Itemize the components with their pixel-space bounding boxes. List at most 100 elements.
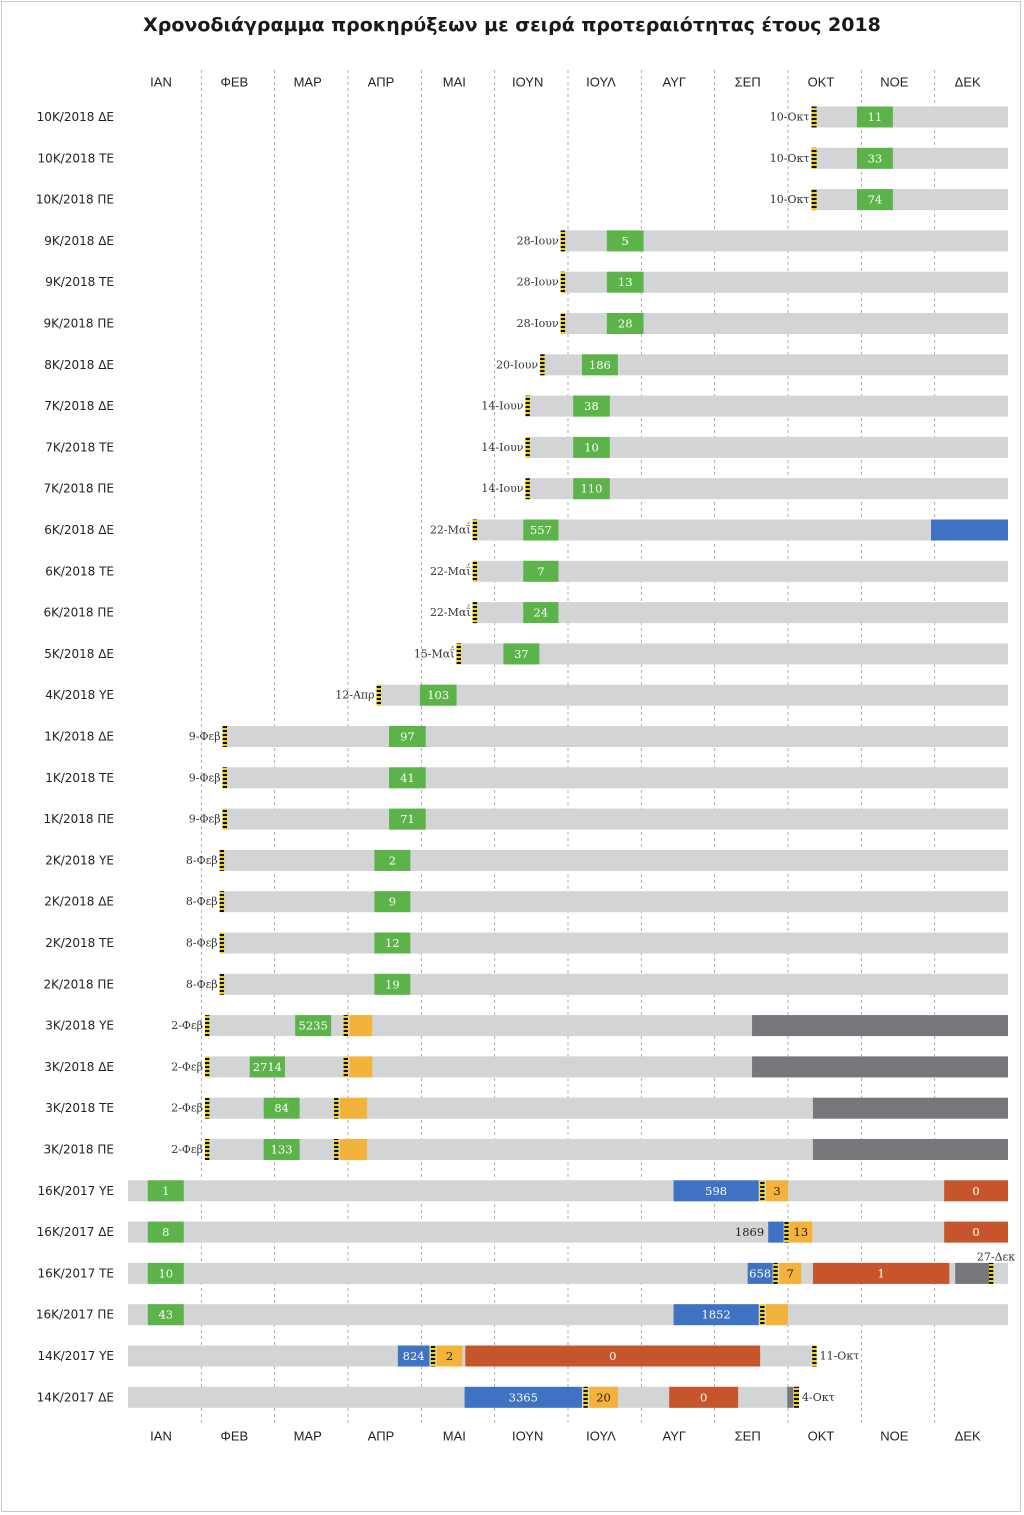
segment-gray — [752, 1056, 1008, 1078]
date-marker — [219, 932, 225, 954]
segment-green — [263, 1097, 300, 1119]
row-label: 2Κ/2018 ΥΕ — [45, 853, 114, 867]
date-marker — [222, 767, 227, 789]
segment-value-label: 28 — [618, 317, 633, 331]
date-marker — [343, 1015, 348, 1037]
month-label-top: ΣΕΠ — [735, 75, 761, 90]
month-label-bottom: ΑΥΓ — [663, 1429, 687, 1444]
timeline-bar — [219, 973, 1008, 995]
start-date-label: 14-Ιουν — [481, 441, 523, 454]
row-label: 2Κ/2018 ΔΕ — [44, 895, 114, 909]
segment-green — [856, 189, 893, 211]
start-date-label: 22-Μαΐ — [430, 563, 471, 578]
segment-value-label: 0 — [972, 1225, 979, 1239]
segment-green — [249, 1056, 285, 1078]
row-label: 7Κ/2018 ΔΕ — [44, 399, 114, 413]
start-date-label: 8-Φεβ — [186, 937, 218, 950]
segment-value-label: 824 — [403, 1349, 425, 1363]
date-marker — [376, 684, 381, 706]
segment-green — [523, 519, 559, 541]
gantt-row: 3Κ/2018 ΥΕ 2-Φεβ 5235 — [45, 1015, 1008, 1037]
gantt-row: 2Κ/2018 ΠΕ 8-Φεβ 19 — [43, 973, 1008, 995]
segment-blue — [747, 1262, 773, 1284]
month-label-top: ΑΠΡ — [368, 75, 395, 90]
segment-orange — [339, 1097, 368, 1119]
segment-green — [263, 1139, 300, 1160]
segment-value-label: 24 — [534, 606, 549, 620]
gantt-row: 6Κ/2018 ΠΕ 22-Μαΐ 24 — [43, 602, 1009, 624]
month-axis-bottom: ΙΑΝ ΦΕΒ ΜΑΡ ΑΠΡ ΜΑΙ ΙΟΥΝ ΙΟΥΛ ΑΥΓ ΣΕΠ ΟΚΤ ΝΟΕ ΔΕΚ — [150, 1429, 981, 1444]
segment-value-label: 9 — [389, 895, 396, 909]
date-marker — [219, 973, 225, 995]
date-marker — [472, 602, 478, 624]
gantt-row: 3Κ/2018 ΤΕ 2-Φεβ 84 — [45, 1097, 1008, 1119]
start-date-label: 10-Οκτ — [770, 111, 810, 124]
row-label: 16Κ/2017 ΤΕ — [38, 1266, 114, 1280]
timeline-bar — [128, 1221, 1008, 1243]
row-label: 1Κ/2018 ΠΕ — [43, 812, 114, 826]
start-date-label: 14-Ιουν — [481, 482, 523, 495]
date-marker — [343, 1056, 348, 1078]
month-label-bottom: ΣΕΠ — [735, 1429, 761, 1444]
segment-blue — [673, 1180, 759, 1202]
row-label: 6Κ/2018 ΔΕ — [44, 523, 114, 537]
segment-orange — [779, 1262, 802, 1284]
start-date-label: 8-Φεβ — [186, 854, 218, 867]
row-label: 1Κ/2018 ΤΕ — [45, 771, 114, 785]
start-date-label: 9-Φεβ — [189, 730, 221, 743]
segment-value-label: 5 — [622, 234, 629, 248]
row-label: 10Κ/2018 ΔΕ — [37, 110, 114, 124]
segment-blue — [464, 1386, 582, 1408]
segment-value-label: 43 — [158, 1308, 173, 1322]
timeline-bar — [128, 1386, 799, 1408]
row-label: 3Κ/2018 ΤΕ — [45, 1101, 114, 1115]
segment-value-label: 3365 — [509, 1390, 538, 1404]
gantt-row: 7Κ/2018 ΠΕ 14-Ιουν 110 — [43, 478, 1008, 500]
segment-value-label: 37 — [514, 647, 529, 661]
segment-value-label: 10 — [584, 440, 599, 454]
segment-green — [606, 313, 644, 334]
start-date-label: 2-Φεβ — [171, 1019, 203, 1032]
segment-blue — [673, 1304, 759, 1326]
gantt-row: 7Κ/2018 ΔΕ 14-Ιουν 38 — [44, 395, 1008, 417]
date-marker — [988, 1262, 994, 1284]
date-marker — [219, 849, 225, 871]
date-marker — [334, 1139, 339, 1160]
segment-value-label: 0 — [609, 1349, 616, 1363]
row-label: 14Κ/2017 ΔΕ — [37, 1390, 114, 1404]
start-date-label: 15-Μαΐ — [414, 645, 455, 660]
timeline-bar — [128, 1304, 1008, 1326]
row-label: 7Κ/2018 ΠΕ — [43, 482, 114, 496]
date-marker — [472, 519, 478, 541]
start-date-label: 28-Ιουν — [517, 234, 559, 247]
segment-orange — [766, 1180, 788, 1202]
month-label-bottom: ΝΟΕ — [880, 1429, 909, 1444]
timeline-bar — [222, 767, 1009, 789]
date-marker — [784, 1221, 789, 1243]
segment-green — [573, 478, 610, 500]
date-marker — [525, 436, 530, 458]
month-axis-top: ΙΑΝ ΦΕΒ ΜΑΡ ΑΠΡ ΜΑΙ ΙΟΥΝ ΙΟΥΛ ΑΥΓ ΣΕΠ ΟΚΤ ΝΟΕ ΔΕΚ — [150, 75, 981, 90]
date-marker — [812, 1345, 817, 1367]
segment-value-label: 97 — [400, 730, 415, 744]
row-label: 14Κ/2017 ΥΕ — [38, 1349, 114, 1363]
timeline-bar — [560, 271, 1008, 293]
timeline-bar — [456, 643, 1008, 665]
month-label-bottom: ΜΑΡ — [294, 1429, 322, 1444]
date-marker — [525, 395, 530, 417]
row-label: 5Κ/2018 ΔΕ — [44, 647, 114, 661]
month-label-top: ΑΥΓ — [663, 75, 687, 90]
gantt-row: 9Κ/2018 ΔΕ 28-Ιουν 5 — [44, 230, 1008, 252]
gantt-row: 16Κ/2017 ΥΕ 1 598 3 0 — [38, 1180, 1008, 1202]
segment-gray — [812, 1097, 1008, 1119]
month-label-top: ΟΚΤ — [808, 75, 835, 90]
start-date-label: 8-Φεβ — [186, 978, 218, 991]
segment-green — [523, 560, 559, 582]
segment-value-label: 8 — [162, 1225, 169, 1239]
gantt-row: 1Κ/2018 ΔΕ 9-Φεβ 97 — [44, 726, 1009, 747]
segment-blue — [768, 1221, 784, 1243]
timeline-bar — [222, 726, 1009, 747]
row-label: 3Κ/2018 ΠΕ — [43, 1143, 114, 1157]
segment-green — [374, 973, 411, 995]
